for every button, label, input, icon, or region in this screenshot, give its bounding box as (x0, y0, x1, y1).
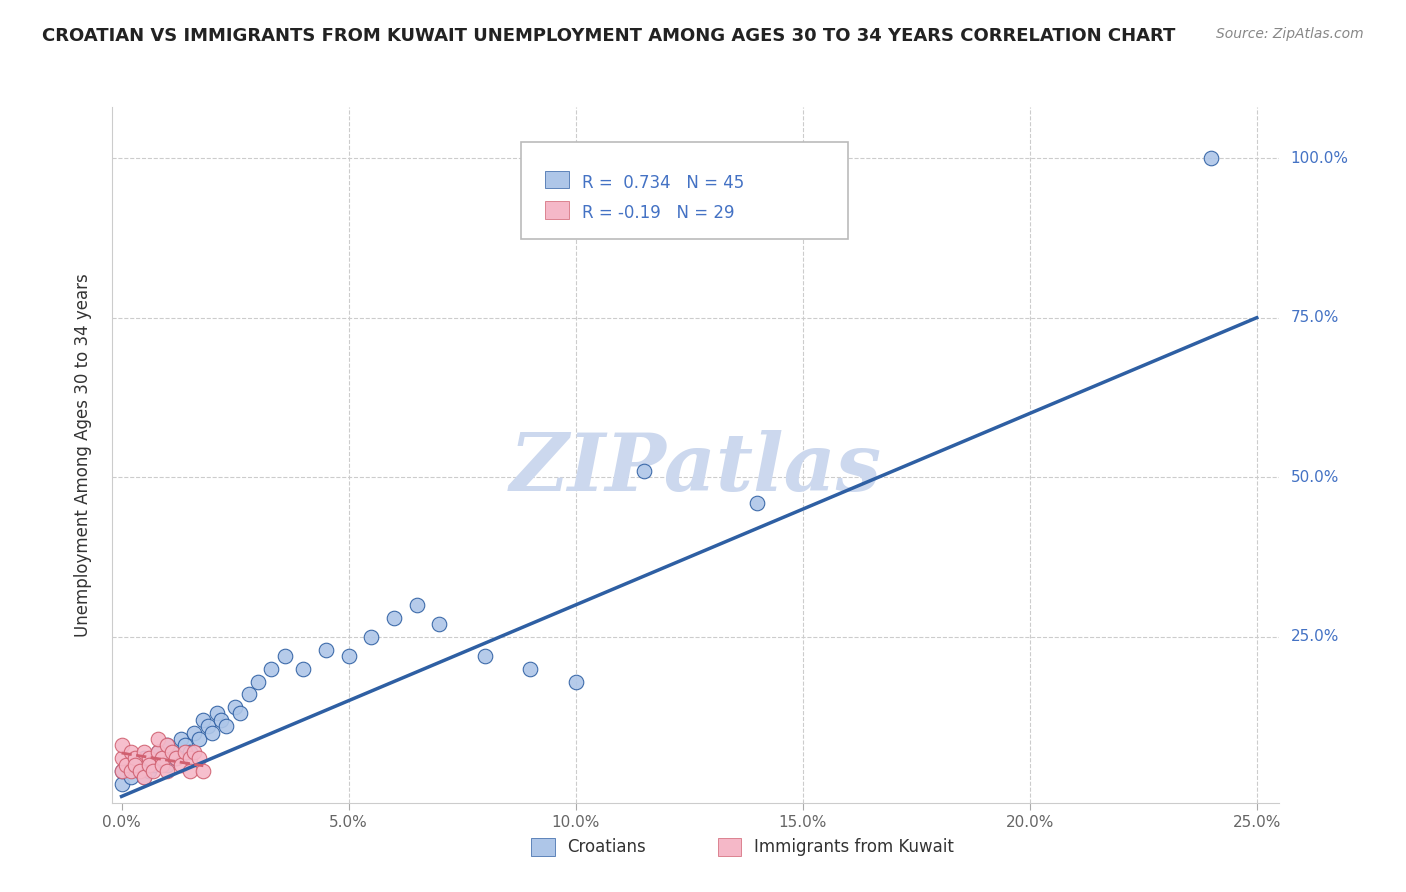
Point (120, 770, 142, 784)
Text: R =  0.734   N = 45: R = 0.734 N = 45 (582, 174, 744, 192)
Point (197, 719, 219, 733)
Text: Source: ZipAtlas.com: Source: ZipAtlas.com (1216, 27, 1364, 41)
Point (156, 739, 179, 753)
Point (179, 764, 201, 778)
Point (274, 648, 297, 663)
Point (138, 764, 160, 778)
Point (152, 751, 174, 765)
FancyBboxPatch shape (520, 142, 848, 239)
Point (747, 496, 769, 510)
Point (134, 751, 156, 765)
Point (146, 745, 169, 759)
Point (124, 757, 146, 772)
Point (564, 674, 586, 689)
Text: CROATIAN VS IMMIGRANTS FROM KUWAIT UNEMPLOYMENT AMONG AGES 30 TO 34 YEARS CORREL: CROATIAN VS IMMIGRANTS FROM KUWAIT UNEMP… (42, 27, 1175, 45)
Point (474, 648, 496, 663)
Point (138, 757, 160, 772)
Point (120, 745, 142, 759)
Text: 25.0%: 25.0% (1291, 630, 1339, 644)
Point (405, 598, 427, 612)
Point (156, 739, 179, 753)
Text: Croatians: Croatians (568, 838, 647, 855)
Point (138, 751, 160, 765)
Point (110, 764, 132, 778)
Point (142, 764, 165, 778)
Point (315, 642, 337, 657)
Point (120, 764, 142, 778)
Point (124, 757, 146, 772)
Y-axis label: Unemployment Among Ages 30 to 34 years: Unemployment Among Ages 30 to 34 years (73, 273, 91, 637)
Point (382, 610, 405, 624)
Point (134, 770, 156, 784)
FancyBboxPatch shape (718, 838, 741, 855)
Point (165, 751, 187, 765)
Point (115, 757, 138, 772)
FancyBboxPatch shape (531, 838, 555, 855)
Point (292, 662, 315, 676)
Point (146, 745, 169, 759)
Point (429, 617, 451, 632)
Point (160, 745, 183, 759)
Point (183, 745, 205, 759)
Point (152, 751, 174, 765)
Point (134, 745, 156, 759)
Point (124, 751, 146, 765)
Point (169, 757, 191, 772)
Point (205, 706, 228, 721)
Point (160, 745, 183, 759)
Point (201, 725, 224, 739)
Point (156, 764, 179, 778)
Point (134, 770, 156, 784)
Point (110, 739, 132, 753)
Point (519, 662, 541, 676)
Point (110, 777, 132, 791)
Point (187, 751, 209, 765)
Point (193, 764, 215, 778)
Point (360, 630, 382, 644)
Point (238, 687, 260, 701)
Point (183, 725, 205, 739)
FancyBboxPatch shape (546, 202, 569, 219)
Text: 50.0%: 50.0% (1291, 470, 1339, 484)
Text: ZIPatlas: ZIPatlas (510, 430, 882, 508)
Text: 100.0%: 100.0% (1291, 151, 1348, 166)
Point (260, 662, 283, 676)
FancyBboxPatch shape (546, 170, 569, 188)
Text: Immigrants from Kuwait: Immigrants from Kuwait (754, 838, 955, 855)
Point (224, 700, 246, 714)
Point (174, 745, 197, 759)
Point (211, 713, 233, 727)
Point (165, 751, 187, 765)
Point (633, 464, 655, 478)
Point (156, 757, 179, 772)
Point (179, 751, 201, 765)
Point (1201, 151, 1223, 165)
Point (146, 731, 169, 746)
Point (228, 706, 250, 721)
Text: R = -0.19   N = 29: R = -0.19 N = 29 (582, 204, 734, 222)
Point (215, 719, 238, 733)
Point (193, 713, 215, 727)
Point (128, 764, 150, 778)
Point (179, 745, 201, 759)
Point (152, 757, 174, 772)
Point (174, 739, 197, 753)
Point (187, 731, 209, 746)
Text: 75.0%: 75.0% (1291, 310, 1339, 326)
Point (337, 648, 360, 663)
Point (110, 764, 132, 778)
Point (142, 757, 165, 772)
Point (128, 764, 150, 778)
Point (169, 731, 191, 746)
Point (246, 674, 269, 689)
Point (110, 751, 132, 765)
